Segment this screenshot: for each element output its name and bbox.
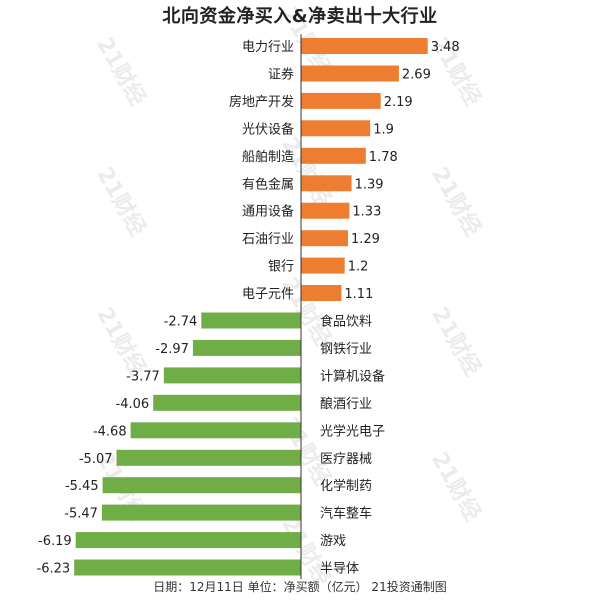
bar-15 <box>130 422 301 439</box>
category-label: 有色金属 <box>242 176 294 192</box>
category-label: 食品饮料 <box>320 314 372 330</box>
value-label: 1.11 <box>344 287 373 302</box>
bar-13 <box>163 367 301 384</box>
chart-footer: 日期：12月11日 单位：净买额（亿元） 21投资通制图 <box>153 580 447 594</box>
bar-18 <box>101 504 302 521</box>
category-label: 半导体 <box>320 562 359 577</box>
bar-5 <box>301 147 366 164</box>
category-label: 电力行业 <box>242 40 294 55</box>
bar-1 <box>301 38 428 54</box>
category-label: 汽车整车 <box>320 506 372 522</box>
bar-4 <box>301 120 371 137</box>
watermark-text: 21财经 <box>426 303 486 381</box>
watermark-text: 21财经 <box>426 448 486 526</box>
value-label: 2.19 <box>384 95 413 110</box>
value-label: -5.47 <box>64 507 98 522</box>
watermark-text: 21财经 <box>276 133 336 211</box>
watermark-text: 21财经 <box>426 163 486 241</box>
value-label: 2.69 <box>402 68 431 83</box>
value-label: 1.33 <box>352 205 381 220</box>
value-label: 1.9 <box>373 122 394 137</box>
value-label: -4.68 <box>93 424 127 439</box>
category-label: 证券 <box>268 67 294 83</box>
category-label: 银行 <box>268 260 294 275</box>
bar-16 <box>116 449 301 466</box>
value-label: -5.45 <box>65 479 99 494</box>
bar-12 <box>192 339 301 356</box>
category-label: 钢铁行业 <box>320 342 372 357</box>
bar-2 <box>301 65 399 82</box>
category-label: 电子元件 <box>242 287 294 302</box>
bar-3 <box>301 92 381 109</box>
category-label: 通用设备 <box>242 204 294 220</box>
bar-10 <box>301 285 342 301</box>
bar-9 <box>301 257 345 274</box>
value-label: 1.2 <box>348 260 369 275</box>
category-label: 房地产开发 <box>229 94 294 110</box>
bar-19 <box>75 532 301 549</box>
value-label: -4.06 <box>116 397 150 412</box>
bar-7 <box>301 202 350 219</box>
value-label: 1.78 <box>369 150 398 165</box>
labels-layer: 电力行业 3.48 证券 2.69 房地产开发 2.19 光伏设备 1.9 船舶制造 1.78 有色… <box>37 40 460 577</box>
watermark-text: 21财经 <box>91 163 151 241</box>
value-label: -2.74 <box>164 315 198 330</box>
category-label: 酿酒行业 <box>320 396 372 412</box>
value-label: -5.07 <box>79 452 113 467</box>
value-label: -3.77 <box>126 369 160 384</box>
watermark-text: 21财经 <box>91 33 151 111</box>
category-label: 船舶制造 <box>242 149 294 165</box>
bar-17 <box>102 477 301 494</box>
bar-14 <box>153 394 301 411</box>
bar-6 <box>301 175 352 192</box>
category-label: 计算机设备 <box>320 368 385 384</box>
category-label: 光学光电子 <box>320 423 385 439</box>
value-label: -6.19 <box>38 534 72 549</box>
bar-20 <box>74 559 301 576</box>
bars-layer <box>74 34 428 580</box>
category-label: 光伏设备 <box>242 121 294 137</box>
value-label: -2.97 <box>155 342 189 357</box>
bar-11 <box>201 312 301 329</box>
category-label: 化学制药 <box>320 478 372 494</box>
bar-8 <box>301 230 348 247</box>
value-label: 3.48 <box>431 40 460 55</box>
watermark-text: 21财经 <box>276 273 336 351</box>
value-label: 1.29 <box>351 232 380 247</box>
value-label: 1.39 <box>355 177 384 192</box>
category-label: 游戏 <box>320 534 346 549</box>
chart-title: 北向资金净买入&净卖出十大行业 <box>162 6 438 27</box>
category-label: 医疗器械 <box>320 452 372 467</box>
value-label: -6.23 <box>37 562 71 577</box>
category-label: 石油行业 <box>242 232 294 247</box>
